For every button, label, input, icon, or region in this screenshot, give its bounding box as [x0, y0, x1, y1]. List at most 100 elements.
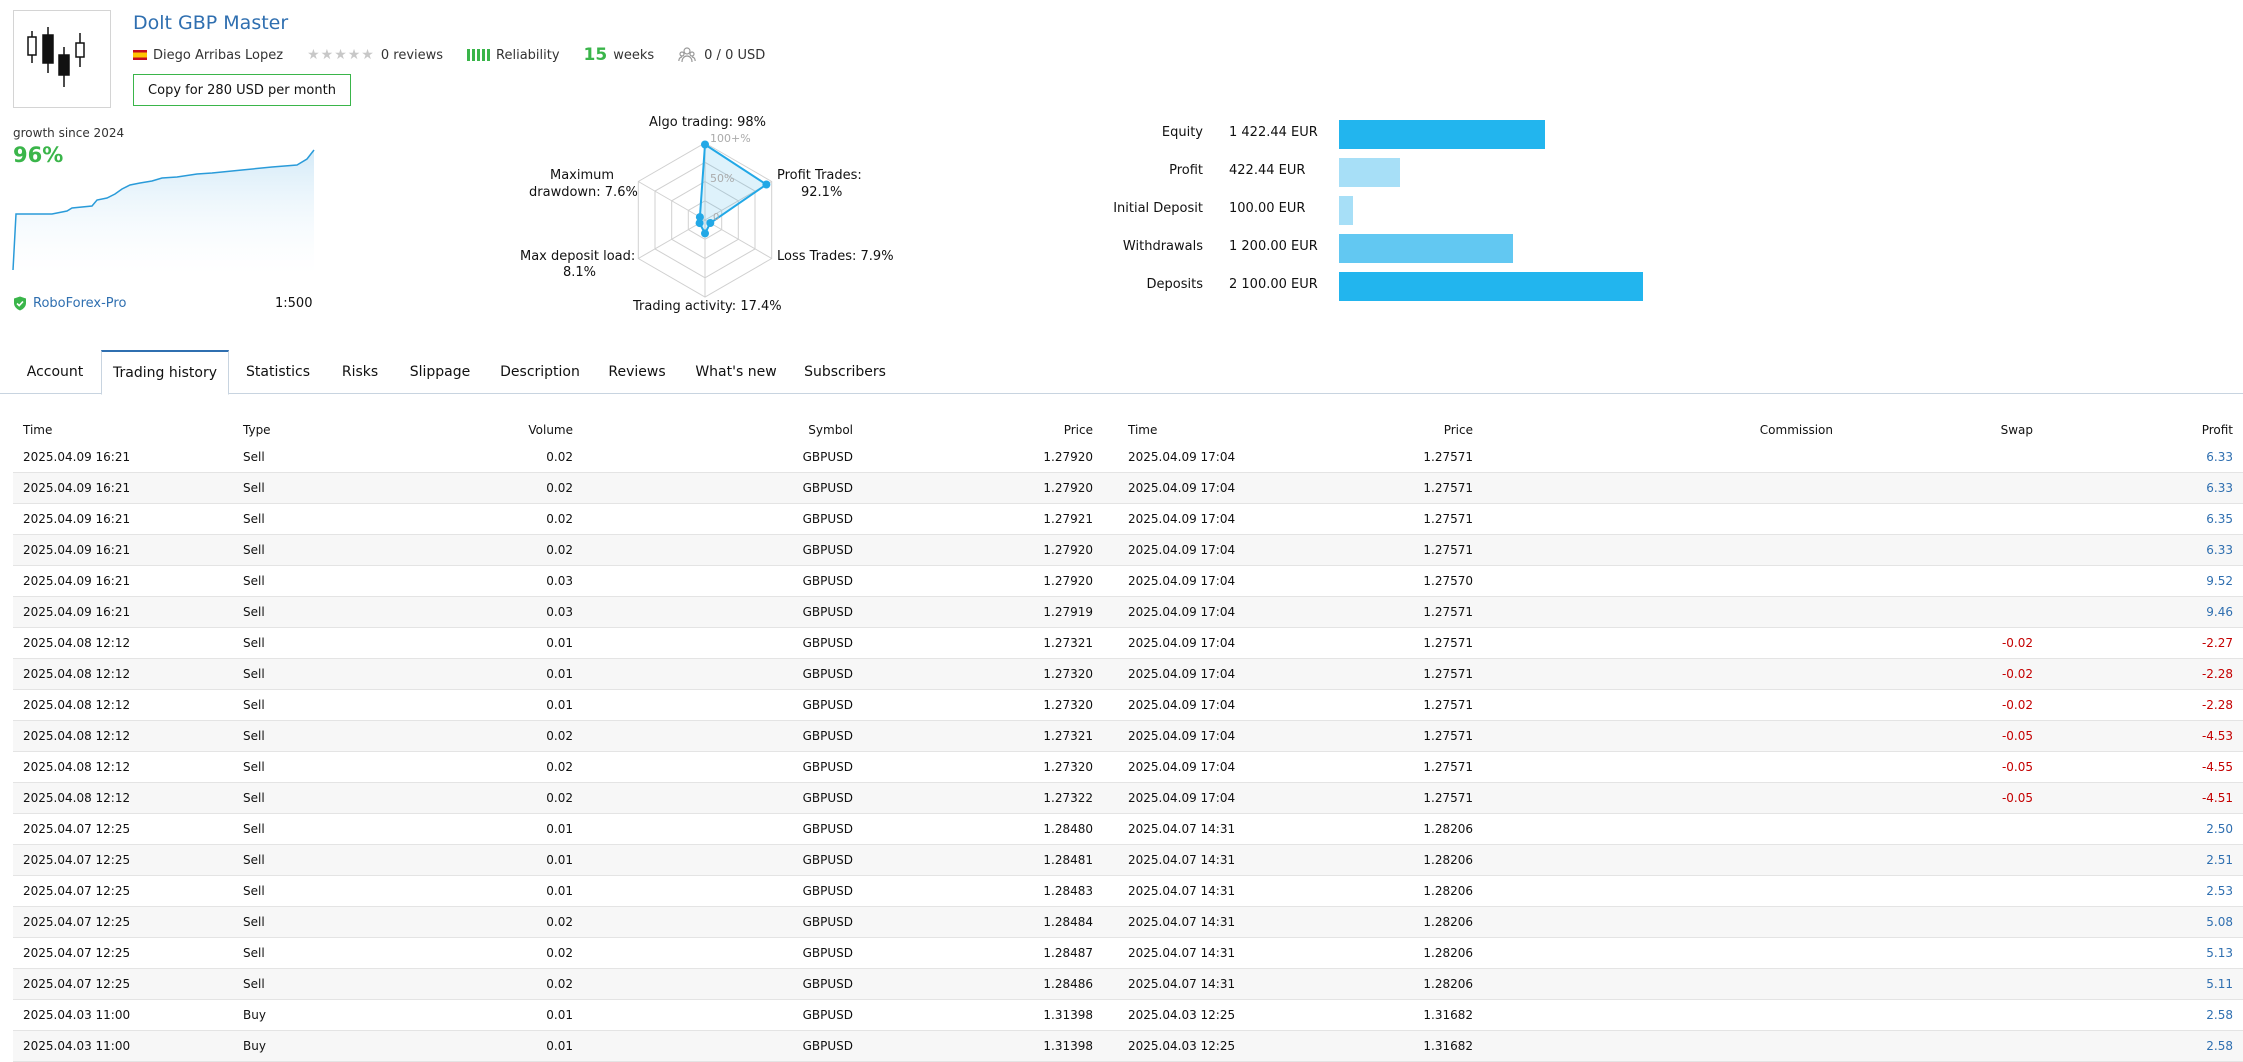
table-row[interactable]: 2025.04.08 12:12 Sell 0.02 GBPUSD 1.27322 202…: [13, 783, 2243, 814]
profit-cell: 9.46: [2206, 605, 2233, 619]
close-price-cell: 1.27570: [1423, 574, 1473, 588]
radar-scale-0: 0: [713, 212, 719, 223]
trade-type-cell: Sell: [243, 543, 265, 557]
trade-type-cell: Buy: [243, 1039, 266, 1053]
volume-cell: 0.01: [546, 853, 573, 867]
close-time-cell: 2025.04.09 17:04: [1128, 605, 1236, 619]
author-name[interactable]: Diego Arribas Lopez: [153, 47, 284, 63]
open-price-cell: 1.27320: [1043, 667, 1093, 681]
tab-description[interactable]: Description: [500, 364, 580, 380]
profit-cell: -4.55: [2201, 760, 2233, 774]
table-row[interactable]: 2025.04.09 16:21 Sell 0.02 GBPUSD 1.27920 202…: [13, 473, 2243, 504]
table-row[interactable]: 2025.04.09 16:21 Sell 0.03 GBPUSD 1.27920 202…: [13, 566, 2243, 597]
tab-what-s-new[interactable]: What's new: [695, 364, 777, 380]
signal-meta: Diego Arribas Lopez ★★★★★ 0 reviews Reli…: [133, 45, 789, 65]
author[interactable]: Diego Arribas Lopez: [133, 48, 283, 63]
open-time-cell: 2025.04.08 12:12: [23, 760, 131, 774]
broker-name[interactable]: RoboForex-Pro: [33, 296, 127, 311]
column-header: Profit: [2201, 423, 2233, 437]
table-row[interactable]: 2025.04.07 12:25 Sell 0.02 GBPUSD 1.28484 202…: [13, 907, 2243, 938]
broker-link[interactable]: RoboForex-Pro: [13, 296, 126, 311]
trade-type-cell: Sell: [243, 915, 265, 929]
open-time-cell: 2025.04.09 16:21: [23, 605, 131, 619]
table-row[interactable]: 2025.04.07 12:25 Sell 0.02 GBPUSD 1.28486 202…: [13, 969, 2243, 1000]
close-time-cell: 2025.04.09 17:04: [1128, 512, 1236, 526]
close-price-cell: 1.28206: [1423, 822, 1473, 836]
table-row[interactable]: 2025.04.07 12:25 Sell 0.01 GBPUSD 1.28480 202…: [13, 814, 2243, 845]
volume-cell: 0.01: [546, 667, 573, 681]
radar-scale-50: 50%: [710, 172, 734, 185]
table-row[interactable]: 2025.04.09 16:21 Sell 0.03 GBPUSD 1.27919 202…: [13, 597, 2243, 628]
open-time-cell: 2025.04.08 12:12: [23, 636, 131, 650]
balance-value: 1 422.44 EUR: [1229, 125, 1318, 140]
tab-risks[interactable]: Risks: [341, 364, 379, 380]
trade-type-cell: Sell: [243, 698, 265, 712]
table-row[interactable]: 2025.04.07 12:25 Sell 0.01 GBPUSD 1.28483 202…: [13, 876, 2243, 907]
volume-cell: 0.01: [546, 884, 573, 898]
open-price-cell: 1.28487: [1043, 946, 1093, 960]
weeks-label: weeks: [613, 47, 655, 63]
column-header: Symbol: [808, 423, 853, 437]
trade-type-cell: Sell: [243, 729, 265, 743]
volume-cell: 0.02: [546, 543, 573, 557]
open-price-cell: 1.28481: [1043, 853, 1093, 867]
symbol-cell: GBPUSD: [802, 481, 853, 495]
trade-type-cell: Sell: [243, 636, 265, 650]
trade-type-cell: Buy: [243, 1008, 266, 1022]
volume-cell: 0.01: [546, 698, 573, 712]
open-price-cell: 1.27320: [1043, 698, 1093, 712]
table-row[interactable]: 2025.04.03 11:00 Buy 0.01 GBPUSD 1.31398 2025…: [13, 1000, 2243, 1031]
growth-value: 96%: [13, 143, 64, 167]
trade-type-cell: Sell: [243, 977, 265, 991]
signal-title[interactable]: Dolt GBP Master: [133, 12, 289, 34]
volume-cell: 0.02: [546, 512, 573, 526]
profit-cell: 2.50: [2206, 822, 2233, 836]
profit-cell: 6.33: [2206, 450, 2233, 464]
tab-bar: Account Trading history Statistics Risks Sli…: [0, 350, 2243, 395]
volume-cell: 0.02: [546, 450, 573, 464]
table-row[interactable]: 2025.04.08 12:12 Sell 0.01 GBPUSD 1.27320 202…: [13, 690, 2243, 721]
trade-type-cell: Sell: [243, 822, 265, 836]
radar-grid-axis: [638, 181, 706, 221]
table-row[interactable]: 2025.04.08 12:12 Sell 0.01 GBPUSD 1.27321 202…: [13, 628, 2243, 659]
tab-subscribers[interactable]: Subscribers: [804, 364, 886, 380]
profit-cell: 2.51: [2206, 853, 2233, 867]
table-row[interactable]: 2025.04.07 12:25 Sell 0.01 GBPUSD 1.28481 202…: [13, 845, 2243, 876]
radar-point: [701, 229, 709, 238]
close-time-cell: 2025.04.07 14:31: [1128, 853, 1236, 867]
tab-statistics[interactable]: Statistics: [246, 364, 310, 380]
close-price-cell: 1.31682: [1423, 1008, 1473, 1022]
growth-chart: [12, 149, 315, 275]
volume-cell: 0.02: [546, 729, 573, 743]
trading-history-table: Time Type Volume Symbol Price Time Price Commis…: [13, 418, 2243, 1062]
close-price-cell: 1.28206: [1423, 977, 1473, 991]
copy-signal-button[interactable]: Copy for 280 USD per month: [133, 74, 351, 106]
spain-flag-icon: [133, 50, 147, 60]
column-header: Time: [23, 423, 53, 437]
table-row[interactable]: 2025.04.08 12:12 Sell 0.01 GBPUSD 1.27320 202…: [13, 659, 2243, 690]
volume-cell: 0.02: [546, 977, 573, 991]
table-row[interactable]: 2025.04.08 12:12 Sell 0.02 GBPUSD 1.27320 202…: [13, 752, 2243, 783]
volume-cell: 0.03: [546, 574, 573, 588]
close-price-cell: 1.27571: [1423, 729, 1473, 743]
table-row[interactable]: 2025.04.09 16:21 Sell 0.02 GBPUSD 1.27920 202…: [13, 442, 2243, 473]
profit-cell: 6.33: [2206, 543, 2233, 557]
radar-point: [706, 219, 715, 227]
table-row[interactable]: 2025.04.07 12:25 Sell 0.02 GBPUSD 1.28487 202…: [13, 938, 2243, 969]
table-row[interactable]: 2025.04.09 16:21 Sell 0.02 GBPUSD 1.27921 202…: [13, 504, 2243, 535]
table-row[interactable]: 2025.04.09 16:21 Sell 0.02 GBPUSD 1.27920 202…: [13, 535, 2243, 566]
tab-trading-history[interactable]: Trading history: [101, 350, 229, 395]
column-header: Price: [1063, 423, 1093, 437]
balance-value: 2 100.00 EUR: [1229, 277, 1318, 292]
tab-reviews[interactable]: Reviews: [608, 364, 666, 380]
trade-type-cell: Sell: [243, 884, 265, 898]
rating[interactable]: ★★★★★ 0 reviews: [307, 47, 443, 63]
table-row[interactable]: 2025.04.03 11:00 Buy 0.01 GBPUSD 1.31398 2025…: [13, 1031, 2243, 1062]
symbol-cell: GBPUSD: [802, 946, 853, 960]
tab-slippage[interactable]: Slippage: [409, 364, 471, 380]
reviews-count[interactable]: 0 reviews: [380, 47, 444, 63]
close-price-cell: 1.27571: [1423, 512, 1473, 526]
tab-account[interactable]: Account: [26, 364, 84, 380]
table-row[interactable]: 2025.04.08 12:12 Sell 0.02 GBPUSD 1.27321 202…: [13, 721, 2243, 752]
open-time-cell: 2025.04.09 16:21: [23, 574, 131, 588]
